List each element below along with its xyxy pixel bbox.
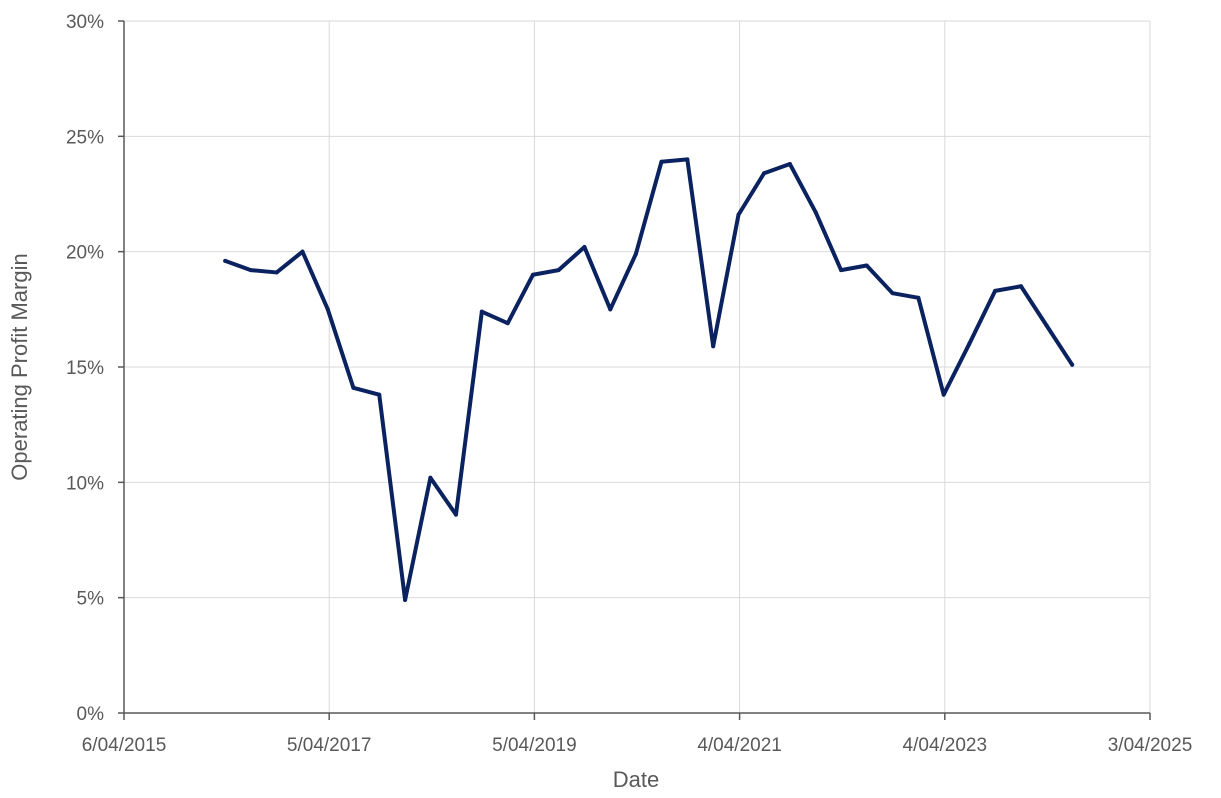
y-tick-label: 25%: [66, 127, 104, 148]
axes: [118, 20, 1151, 720]
data-point: [453, 512, 458, 517]
gridlines: [124, 20, 1151, 713]
data-point: [300, 249, 305, 254]
data-point: [916, 295, 921, 300]
data-point: [1044, 323, 1049, 328]
y-tick-label: 20%: [66, 243, 104, 264]
y-axis-title: Operating Profit Margin: [7, 253, 32, 480]
y-tick-label: 30%: [66, 12, 104, 33]
series-line: [223, 157, 1075, 602]
y-tick-label: 10%: [66, 473, 104, 494]
data-point: [890, 291, 895, 296]
y-tick-label: 15%: [66, 358, 104, 379]
data-point: [839, 268, 844, 273]
data-point: [505, 321, 510, 326]
x-tick-label: 4/04/2021: [697, 735, 782, 756]
data-point: [659, 159, 664, 164]
data-point: [403, 597, 408, 602]
data-point: [479, 309, 484, 314]
data-point: [967, 341, 972, 346]
data-point: [274, 270, 279, 275]
data-point: [1070, 362, 1075, 367]
data-point: [377, 392, 382, 397]
data-point: [864, 263, 869, 268]
data-point: [633, 251, 638, 256]
data-point: [530, 272, 535, 277]
data-point: [736, 212, 741, 217]
series-layer: [223, 157, 1075, 602]
x-tick-label: 5/04/2019: [492, 735, 577, 756]
data-point: [1018, 284, 1023, 289]
data-point: [762, 171, 767, 176]
data-point: [223, 258, 228, 263]
y-tick-label: 5%: [77, 589, 105, 610]
data-point: [941, 392, 946, 397]
data-point: [711, 344, 716, 349]
x-axis-tick-labels: 6/04/2015 5/04/2017 5/04/2019 4/04/2021 4/04…: [82, 735, 1193, 756]
data-point: [556, 268, 561, 273]
data-point: [325, 307, 330, 312]
x-tick-label: 4/04/2023: [903, 735, 988, 756]
data-point: [351, 385, 356, 390]
x-tick-label: 5/04/2017: [287, 735, 372, 756]
data-point: [685, 157, 690, 162]
data-point: [608, 307, 613, 312]
x-tick-label: 6/04/2015: [82, 735, 167, 756]
data-point: [582, 245, 587, 250]
data-point: [248, 268, 253, 273]
data-point: [813, 210, 818, 215]
data-point: [993, 288, 998, 293]
x-tick-label: 3/04/2025: [1108, 735, 1193, 756]
y-tick-label: 0%: [77, 704, 105, 725]
x-axis-title: Date: [613, 767, 659, 792]
y-axis-tick-labels: 0% 5% 10% 15% 20% 25% 30%: [66, 12, 104, 725]
data-point: [787, 162, 792, 167]
data-point: [428, 475, 433, 480]
